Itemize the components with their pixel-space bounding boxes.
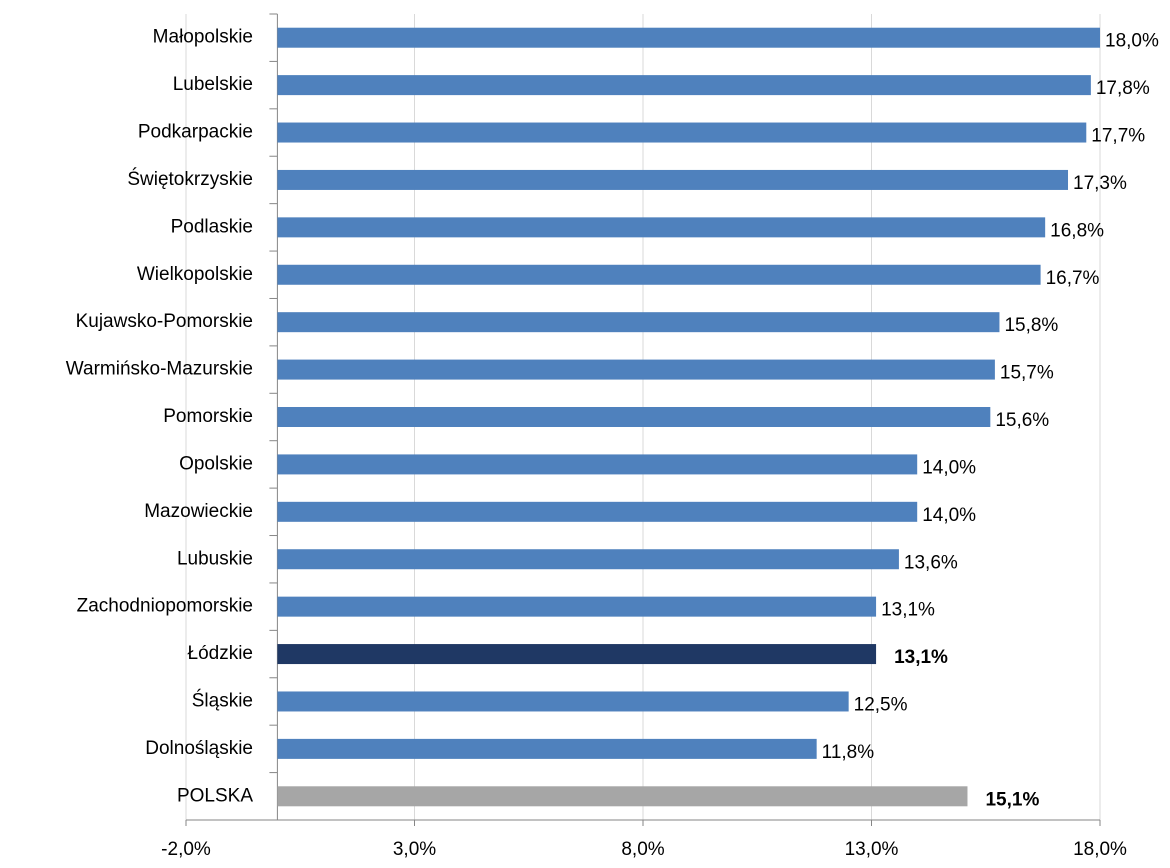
y-tick-label: Kujawsko-Pomorskie: [76, 311, 253, 332]
value-label: 13,1%: [881, 600, 935, 621]
value-label: 12,5%: [854, 694, 908, 715]
value-label: 17,8%: [1096, 78, 1150, 99]
y-tick-label: POLSKA: [177, 785, 253, 806]
bar: [277, 549, 899, 570]
value-label: 17,3%: [1073, 173, 1127, 194]
bar: [277, 644, 877, 665]
bar: [277, 264, 1041, 285]
value-label: 15,1%: [985, 789, 1039, 810]
y-tick-label: Lubuskie: [177, 548, 253, 569]
x-tick-label: 3,0%: [393, 839, 436, 860]
value-label: 15,8%: [1004, 315, 1058, 336]
bar: [277, 691, 849, 712]
y-tick-label: Opolskie: [179, 453, 253, 474]
y-tick-label: Łódzkie: [188, 643, 254, 664]
bar: [277, 407, 991, 427]
bar: [277, 454, 918, 475]
value-label: 16,8%: [1050, 220, 1104, 241]
x-tick-label: 13,0%: [845, 839, 899, 860]
y-tick-label: Wielkopolskie: [137, 264, 253, 285]
y-tick-label: Śląskie: [192, 689, 253, 711]
y-tick-label: Warmińsko-Mazurskie: [66, 359, 253, 380]
value-label: 18,0%: [1105, 31, 1159, 52]
value-label: 14,0%: [922, 457, 976, 478]
y-tick-label: Zachodniopomorskie: [77, 596, 253, 617]
x-tick-label: 8,0%: [621, 839, 664, 860]
bar: [277, 501, 918, 522]
value-label: 16,7%: [1046, 268, 1100, 289]
y-tick-label: Dolnośląskie: [145, 738, 253, 759]
value-label: 13,1%: [894, 647, 948, 668]
bar: [277, 27, 1100, 48]
bar: [277, 217, 1046, 238]
y-tick-label: Mazowieckie: [144, 501, 253, 522]
bar: [277, 122, 1087, 143]
bar: [277, 738, 817, 759]
bar: [277, 596, 877, 617]
value-label: 13,6%: [904, 552, 958, 573]
value-label: 14,0%: [922, 505, 976, 526]
value-label: 15,6%: [995, 410, 1049, 431]
bar: [277, 169, 1069, 190]
y-tick-label: Pomorskie: [163, 406, 253, 427]
y-tick-label: Podkarpackie: [138, 122, 253, 143]
x-tick-label: -2,0%: [161, 839, 211, 860]
value-label: 11,8%: [822, 742, 875, 763]
value-label: 15,7%: [1000, 363, 1054, 384]
y-tick-label: Świętokrzyskie: [127, 168, 253, 190]
value-label: 17,7%: [1091, 126, 1145, 147]
bar: [277, 75, 1091, 96]
bar: [277, 312, 1000, 333]
x-tick-label: 18,0%: [1073, 839, 1127, 860]
y-tick-label: Małopolskie: [153, 27, 253, 48]
y-tick-label: Lubelskie: [173, 74, 253, 95]
bar: [277, 359, 995, 380]
bar: [277, 786, 968, 807]
y-tick-label: Podlaskie: [171, 216, 253, 237]
